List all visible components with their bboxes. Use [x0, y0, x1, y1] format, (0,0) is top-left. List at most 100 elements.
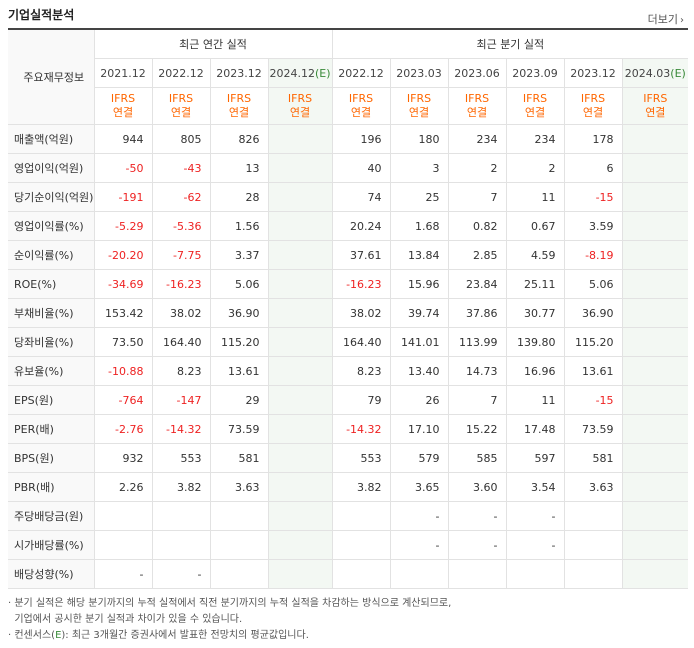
cell-value [622, 501, 689, 531]
cell-value [622, 153, 689, 183]
table-row: 부채비율(%) 153.42 38.02 36.90 38.02 39.74 37.86 30… [8, 298, 689, 328]
cell-value: -16.23 [152, 269, 211, 299]
period-annual: 2022.12 [152, 58, 211, 88]
cell-value: - [448, 530, 507, 560]
more-link[interactable]: 더보기 › [648, 11, 684, 27]
cell-value: 579 [390, 443, 449, 473]
row-label: EPS(원) [8, 385, 95, 415]
cell-value: - [506, 530, 565, 560]
cell-value: -50 [94, 153, 153, 183]
cell-value [622, 559, 689, 589]
cell-value: 73.59 [564, 414, 623, 444]
ifrs-label: IFRS [643, 92, 668, 105]
period-label: 2023.09 [512, 66, 558, 80]
cell-value: 25.11 [506, 269, 565, 299]
ifrs-sub-label: 연결 [524, 106, 546, 119]
cell-value [210, 559, 269, 589]
cell-value: 581 [210, 443, 269, 473]
cell-value: -5.29 [94, 211, 153, 241]
table-row: ROE(%) -34.69 -16.23 5.06 -16.23 15.96 23.84 25… [8, 269, 689, 299]
cell-value: 25 [390, 182, 449, 212]
cell-value: 2 [448, 153, 507, 183]
ifrs-label: IFRS [168, 92, 194, 105]
cell-value: 141.01 [390, 327, 449, 357]
cell-value: 826 [210, 124, 269, 154]
cell-value [268, 385, 333, 415]
row-label: 주당배당금(원) [8, 501, 95, 531]
cell-value: 805 [152, 124, 211, 154]
cell-value [268, 501, 333, 531]
cell-value: 8.23 [152, 356, 211, 386]
cell-value [622, 356, 689, 386]
cell-value [622, 124, 689, 154]
footnote-3-text-b: ): 최근 3개월간 증권사에서 발표한 전망치의 평균값입니다. [61, 630, 309, 641]
cell-value: -147 [152, 385, 211, 415]
cell-value: 3.54 [506, 472, 565, 502]
table-top-border [8, 28, 688, 30]
cell-value: 0.82 [448, 211, 507, 241]
row-label: 시가배당률(%) [8, 530, 95, 560]
cell-value: - [390, 501, 449, 531]
cell-value: 29 [210, 385, 269, 415]
cell-value: 23.84 [448, 269, 507, 299]
cell-value [210, 501, 269, 531]
cell-value [622, 414, 689, 444]
table-row: PER(배) -2.76 -14.32 73.59 -14.32 17.10 15.22 17… [8, 414, 689, 444]
period-annual: 2021.12 [94, 58, 153, 88]
row-label: PER(배) [8, 414, 95, 444]
table-row: 영업이익(억원) -50 -43 13 40 3 2 2 6 [8, 153, 689, 183]
group-annual: 최근 연간 실적 [94, 30, 333, 59]
ifrs-badge: IFRS 연결 [564, 87, 623, 125]
corner-label: 주요재무정보 [8, 30, 95, 125]
cell-value: -764 [94, 385, 153, 415]
cell-value: -43 [152, 153, 211, 183]
cell-value [268, 443, 333, 473]
section-title: 기업실적분석 [8, 8, 75, 22]
cell-value [622, 298, 689, 328]
row-label: 순이익률(%) [8, 240, 95, 270]
cell-value: 11 [506, 182, 565, 212]
ifrs-sub-label: 연결 [350, 106, 372, 119]
more-label: 더보기 [647, 13, 678, 26]
cell-value [622, 530, 689, 560]
cell-value [268, 211, 333, 241]
period-annual: 2023.12 [210, 58, 269, 88]
ifrs-label: IFRS [226, 92, 252, 105]
cell-value: 38.02 [152, 298, 211, 328]
cell-value: 16.96 [506, 356, 565, 386]
cell-value [94, 501, 153, 531]
cell-value: 26 [390, 385, 449, 415]
row-label: 당기순이익(억원) [8, 182, 95, 212]
cell-value: 14.73 [448, 356, 507, 386]
table-row: 영업이익률(%) -5.29 -5.36 1.56 20.24 1.68 0.82 0.67 3… [8, 211, 689, 241]
cell-value: 73.50 [94, 327, 153, 357]
cell-value [448, 559, 507, 589]
table-row: EPS(원) -764 -147 29 79 26 7 11 -15 [8, 385, 689, 415]
cell-value: 37.86 [448, 298, 507, 328]
cell-value: - [94, 559, 153, 589]
row-label: 영업이익(억원) [8, 153, 95, 183]
cell-value: -191 [94, 182, 153, 212]
estimate-mark: (E) [670, 66, 686, 80]
cell-value: 3.63 [564, 472, 623, 502]
table-row: PBR(배) 2.26 3.82 3.63 3.82 3.65 3.60 3.54 3.63 [8, 472, 689, 502]
cell-value: 1.68 [390, 211, 449, 241]
cell-value: 139.80 [506, 327, 565, 357]
cell-value [152, 530, 211, 560]
period-label: 2023.03 [396, 66, 442, 80]
cell-value: 17.10 [390, 414, 449, 444]
cell-value: -7.75 [152, 240, 211, 270]
ifrs-sub-label: 연결 [645, 106, 666, 119]
table-row: 매출액(억원) 944 805 826 196 180 234 234 178 [8, 124, 689, 154]
period-quarter: 2024.03(E) [622, 58, 689, 88]
cell-value: 11 [506, 385, 565, 415]
ifrs-label: IFRS [406, 92, 432, 105]
cell-value: 39.74 [390, 298, 449, 328]
period-quarter: 2023.09 [506, 58, 565, 88]
cell-value: 234 [448, 124, 507, 154]
cell-value: -16.23 [331, 269, 391, 299]
row-label: 당좌비율(%) [8, 327, 95, 357]
cell-value [331, 501, 391, 531]
cell-value: 79 [331, 385, 391, 415]
cell-value [210, 530, 269, 560]
